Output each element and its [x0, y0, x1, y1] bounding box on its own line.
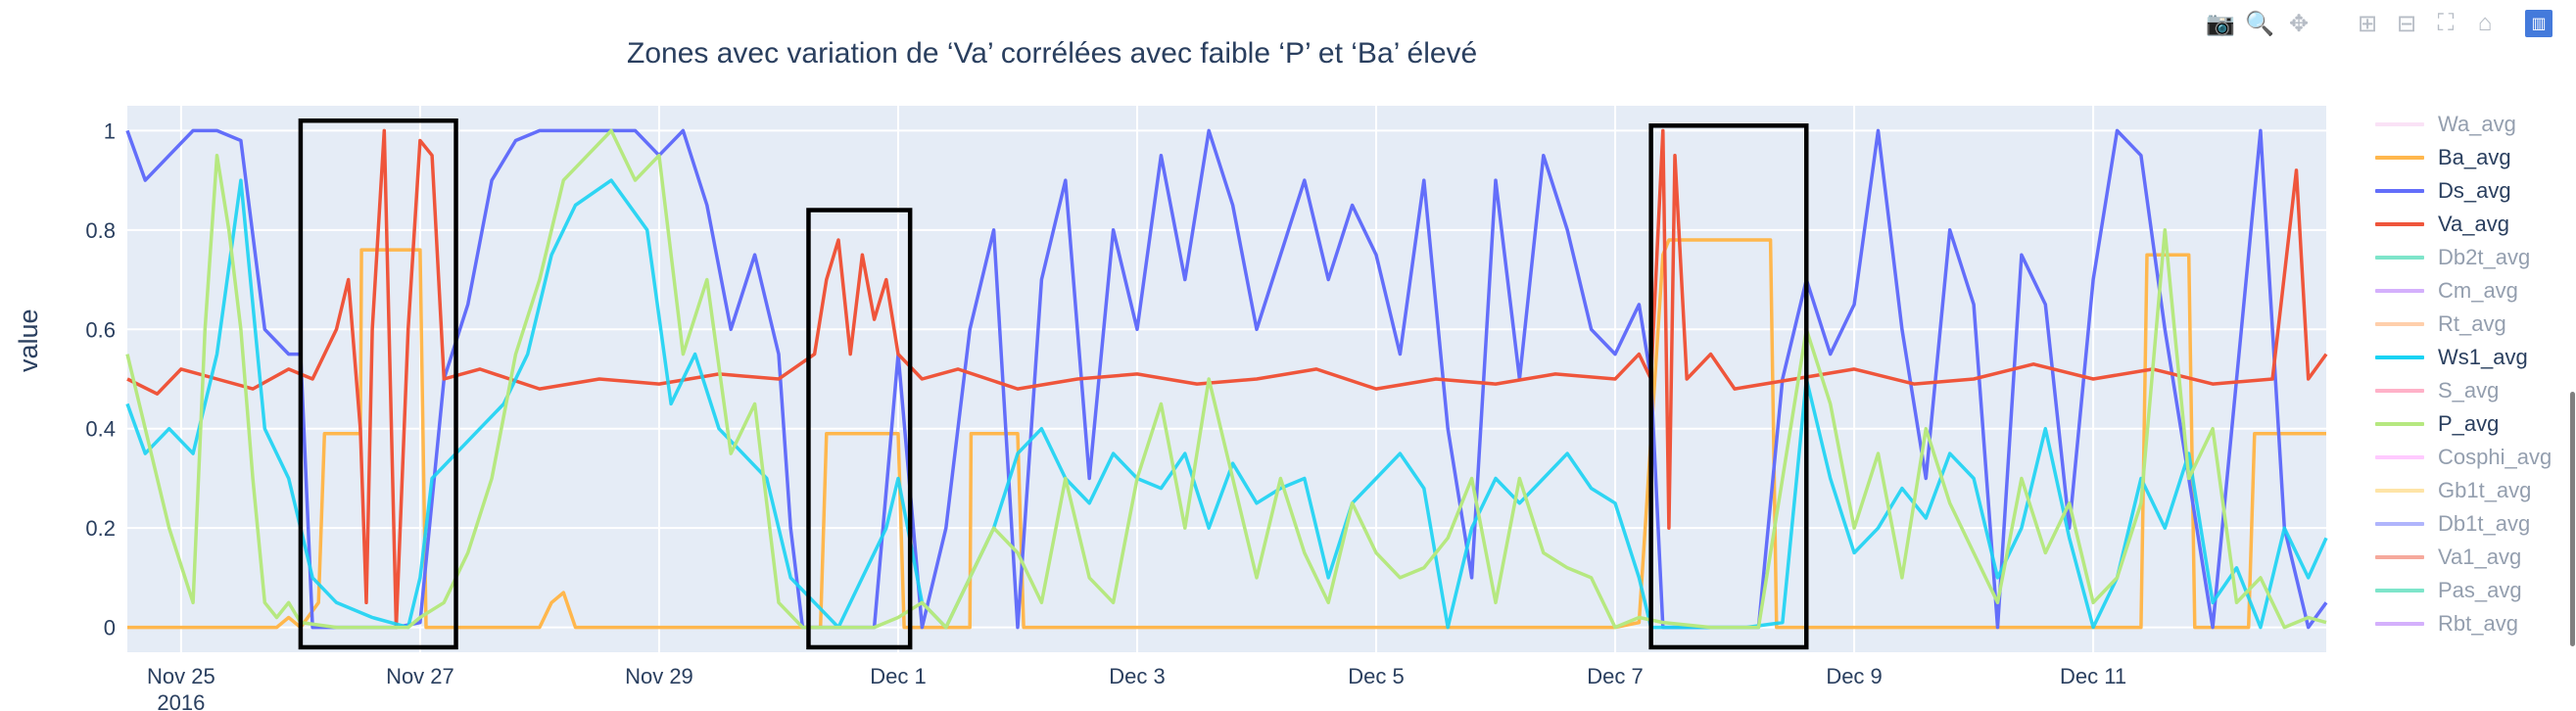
legend-swatch	[2375, 322, 2424, 326]
gridlines	[127, 106, 2326, 652]
legend-item-db2t-avg[interactable]: Db2t_avg	[2375, 241, 2571, 274]
legend-swatch	[2375, 589, 2424, 592]
y-tick-label: 0.8	[85, 218, 116, 243]
legend-label: Ds_avg	[2438, 178, 2511, 203]
legend-label: Cosphi_avg	[2438, 445, 2552, 469]
camera-icon[interactable]: 📷	[2206, 10, 2235, 37]
legend-label: Va1_avg	[2438, 545, 2522, 569]
legend-label: Db1t_avg	[2438, 511, 2531, 536]
highlight-box	[1648, 123, 1809, 650]
legend-label: Db2t_avg	[2438, 245, 2531, 269]
home-icon[interactable]: ⌂	[2477, 10, 2493, 36]
legend-swatch	[2375, 122, 2424, 126]
legend-label: Pas_avg	[2438, 578, 2522, 602]
legend-swatch	[2375, 622, 2424, 626]
legend-item-p-avg[interactable]: P_avg	[2375, 407, 2571, 441]
x-tick-label: Nov 27	[386, 664, 454, 688]
y-tick-label: 0.2	[85, 516, 116, 541]
legend-item-ws1-avg[interactable]: Ws1_avg	[2375, 341, 2571, 374]
zoom-out-icon[interactable]: ⊟	[2396, 10, 2417, 37]
legend-item-gb1t-avg[interactable]: Gb1t_avg	[2375, 474, 2571, 507]
legend-scrollbar[interactable]	[2570, 392, 2575, 646]
legend-item-cosphi-avg[interactable]: Cosphi_avg	[2375, 441, 2571, 474]
legend-label: Rt_avg	[2438, 311, 2506, 336]
highlight-boxes	[298, 118, 1809, 650]
y-tick-label: 0.4	[85, 417, 116, 442]
legend-swatch	[2375, 555, 2424, 559]
zoom-in-icon[interactable]: ⊞	[2357, 10, 2378, 37]
legend-label: Wa_avg	[2438, 112, 2516, 136]
x-tick-label: Dec 7	[1587, 664, 1643, 688]
x-tick-label: Dec 1	[870, 664, 926, 688]
chart-title: Zones avec variation de ‘Va’ corrélées a…	[627, 37, 1478, 70]
legend-item-db1t-avg[interactable]: Db1t_avg	[2375, 507, 2571, 541]
legend-item-rt-avg[interactable]: Rt_avg	[2375, 308, 2571, 341]
x-tick-label: Dec 3	[1109, 664, 1165, 688]
legend-swatch	[2375, 389, 2424, 393]
legend-swatch	[2375, 356, 2424, 359]
legend-item-va1-avg[interactable]: Va1_avg	[2375, 541, 2571, 574]
legend-item-cm-avg[interactable]: Cm_avg	[2375, 274, 2571, 308]
legend-item-ds-avg[interactable]: Ds_avg	[2375, 174, 2571, 208]
series-line-p-avg	[125, 128, 2327, 630]
legend-swatch	[2375, 422, 2424, 426]
legend-item-ba-avg[interactable]: Ba_avg	[2375, 141, 2571, 174]
legend-swatch	[2375, 189, 2424, 193]
pan-icon[interactable]: ✥	[2288, 10, 2310, 37]
x-tick-label: Dec 9	[1826, 664, 1882, 688]
legend-item-s-avg[interactable]: S_avg	[2375, 374, 2571, 407]
y-tick-label: 0	[104, 616, 116, 640]
y-tick-label: 0.6	[85, 317, 116, 342]
legend-swatch	[2375, 222, 2424, 226]
legend-swatch	[2375, 289, 2424, 293]
legend-label: P_avg	[2438, 411, 2500, 436]
x-tick-label: Nov 25	[147, 664, 215, 688]
legend-label: Ba_avg	[2438, 145, 2511, 169]
legend-item-va-avg[interactable]: Va_avg	[2375, 208, 2571, 241]
autoscale-icon[interactable]: ⛶	[2437, 10, 2455, 36]
series-line-ds-avg	[125, 128, 2328, 630]
legend: Wa_avg Ba_avg Ds_avg Va_avg Db2t_avg Cm_avg Rt…	[2375, 108, 2571, 640]
legend-item-rbt-avg[interactable]: Rbt_avg	[2375, 607, 2571, 640]
legend-swatch	[2375, 522, 2424, 526]
legend-label: Rbt_avg	[2438, 611, 2518, 636]
modebar: 📷 🔍 ✥ ⊞ ⊟ ⛶ ⌂ ▥	[2204, 4, 2576, 43]
y-tick-label: 1	[104, 118, 116, 143]
y-tick-labels: 0 0.2 0.4 0.6 0.8 1	[85, 118, 116, 640]
x-tick-label: Dec 5	[1348, 664, 1404, 688]
legend-label: Cm_avg	[2438, 278, 2518, 303]
x-tick-label: Nov 29	[625, 664, 693, 688]
zoom-icon[interactable]: 🔍	[2245, 10, 2274, 37]
legend-swatch	[2375, 455, 2424, 459]
plotly-logo-icon[interactable]: ▥	[2525, 10, 2552, 37]
series-lines	[125, 128, 2328, 630]
legend-swatch	[2375, 489, 2424, 493]
legend-swatch	[2375, 256, 2424, 260]
legend-label: Va_avg	[2438, 212, 2509, 236]
legend-label: Ws1_avg	[2438, 345, 2528, 369]
highlight-box	[298, 118, 458, 650]
series-line-ba-avg	[127, 238, 2326, 630]
x-tick-sublabel: 2016	[157, 690, 205, 711]
x-tick-label: Dec 11	[2060, 664, 2126, 688]
legend-swatch	[2375, 156, 2424, 160]
highlight-box	[806, 208, 913, 650]
legend-item-pas-avg[interactable]: Pas_avg	[2375, 574, 2571, 607]
series-line-ws1-avg	[125, 178, 2328, 630]
legend-label: Gb1t_avg	[2438, 478, 2532, 502]
legend-item-wa-avg[interactable]: Wa_avg	[2375, 108, 2571, 141]
legend-label: S_avg	[2438, 378, 2500, 403]
series-line-va-avg	[126, 128, 2328, 630]
